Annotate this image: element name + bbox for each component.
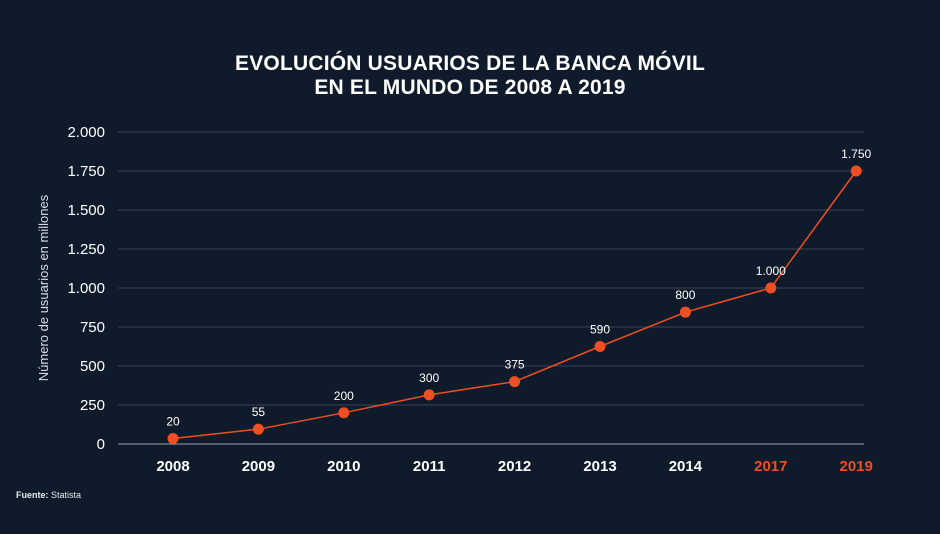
- x-tick-label: 2012: [498, 458, 531, 475]
- x-tick-label: 2013: [583, 458, 616, 475]
- y-tick-label: 500: [80, 358, 105, 375]
- chart-title: EVOLUCIÓN USUARIOS DE LA BANCA MÓVIL EN …: [0, 52, 940, 100]
- x-tick-label: 2019: [840, 458, 873, 475]
- x-tick-label: 2014: [669, 458, 703, 475]
- series-line: [172, 170, 857, 440]
- y-tick-label: 1.000: [67, 280, 105, 297]
- source-value: Statista: [51, 490, 82, 500]
- data-label: 375: [505, 358, 525, 372]
- data-point: [167, 433, 179, 445]
- data-point: [509, 376, 521, 388]
- data-point: [423, 389, 435, 401]
- y-tick-label: 1.750: [67, 163, 105, 180]
- data-label: 800: [675, 288, 695, 302]
- source-note: Fuente: Statista: [16, 490, 81, 500]
- data-label: 200: [334, 389, 354, 403]
- data-point: [594, 341, 606, 352]
- data-point: [252, 423, 264, 435]
- y-tick-label: 1.500: [67, 202, 105, 219]
- data-label: 20: [166, 415, 180, 429]
- data-point: [850, 165, 862, 177]
- y-tick-label: 250: [80, 397, 105, 414]
- y-tick-label: 1.250: [67, 241, 105, 258]
- source-label: Fuente:: [16, 490, 49, 500]
- y-tick-label: 750: [80, 319, 105, 336]
- data-label: 1.750: [841, 147, 871, 161]
- data-label: 300: [419, 371, 439, 385]
- data-label: 590: [590, 323, 610, 337]
- x-tick-label: 2017: [754, 458, 787, 475]
- chart-title-line-1: EVOLUCIÓN USUARIOS DE LA BANCA MÓVIL: [235, 52, 705, 75]
- data-label: 55: [252, 405, 266, 419]
- x-tick-label: 2010: [327, 458, 360, 475]
- y-axis-title: Número de usuarios en millones: [36, 194, 51, 381]
- x-tick-label: 2011: [413, 458, 446, 475]
- data-point: [679, 306, 691, 318]
- y-tick-label: 2.000: [67, 124, 105, 141]
- x-tick-label: 2008: [156, 458, 189, 475]
- y-tick-label: 0: [97, 436, 105, 453]
- x-tick-label: 2009: [242, 458, 275, 475]
- data-point: [765, 282, 777, 294]
- data-point: [338, 407, 350, 419]
- chart-title-line-2: EN EL MUNDO DE 2008 A 2019: [314, 76, 626, 99]
- data-label: 1.000: [756, 264, 786, 278]
